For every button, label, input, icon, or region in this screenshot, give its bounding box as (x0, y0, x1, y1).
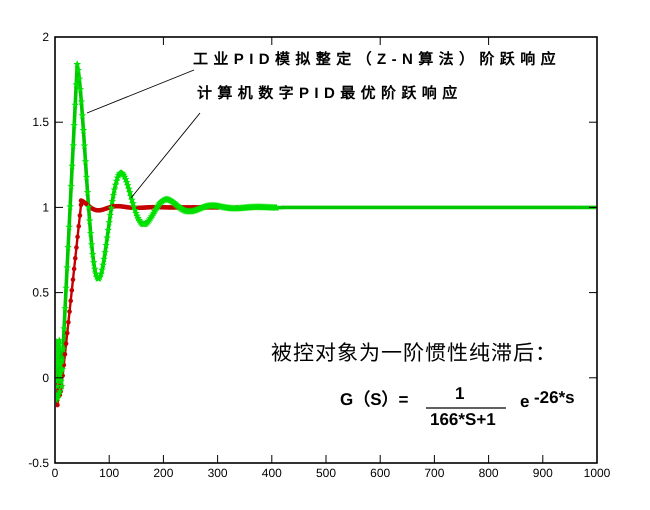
svg-text:600: 600 (370, 466, 390, 480)
svg-text:0: 0 (42, 371, 49, 385)
svg-text:工业PID模拟整定（Z-N算法）阶跃响应: 工业PID模拟整定（Z-N算法）阶跃响应 (193, 50, 561, 68)
svg-text:被控对象为一阶惯性纯滞后：: 被控对象为一阶惯性纯滞后： (271, 342, 557, 365)
svg-text:500: 500 (316, 466, 336, 480)
svg-text:1000: 1000 (584, 466, 611, 480)
svg-text:100: 100 (99, 466, 119, 480)
svg-text:200: 200 (153, 466, 173, 480)
svg-text:-0.5: -0.5 (28, 456, 49, 470)
svg-text:G（S）=: G（S）= (340, 390, 409, 409)
svg-text:166*S+1: 166*S+1 (430, 410, 496, 429)
svg-text:2: 2 (42, 30, 49, 44)
svg-text:400: 400 (262, 466, 282, 480)
svg-text:0: 0 (52, 466, 59, 480)
svg-text:700: 700 (424, 466, 444, 480)
svg-text:900: 900 (533, 466, 553, 480)
svg-text:800: 800 (479, 466, 499, 480)
svg-text:0.5: 0.5 (32, 286, 49, 300)
svg-text:e: e (520, 392, 529, 411)
svg-text:-26*s: -26*s (534, 388, 575, 407)
svg-text:1: 1 (42, 200, 49, 214)
svg-text:计算机数字PID最优阶跃响应: 计算机数字PID最优阶跃响应 (197, 84, 463, 102)
svg-text:1: 1 (455, 384, 464, 403)
svg-text:300: 300 (208, 466, 228, 480)
svg-text:1.5: 1.5 (32, 115, 49, 129)
